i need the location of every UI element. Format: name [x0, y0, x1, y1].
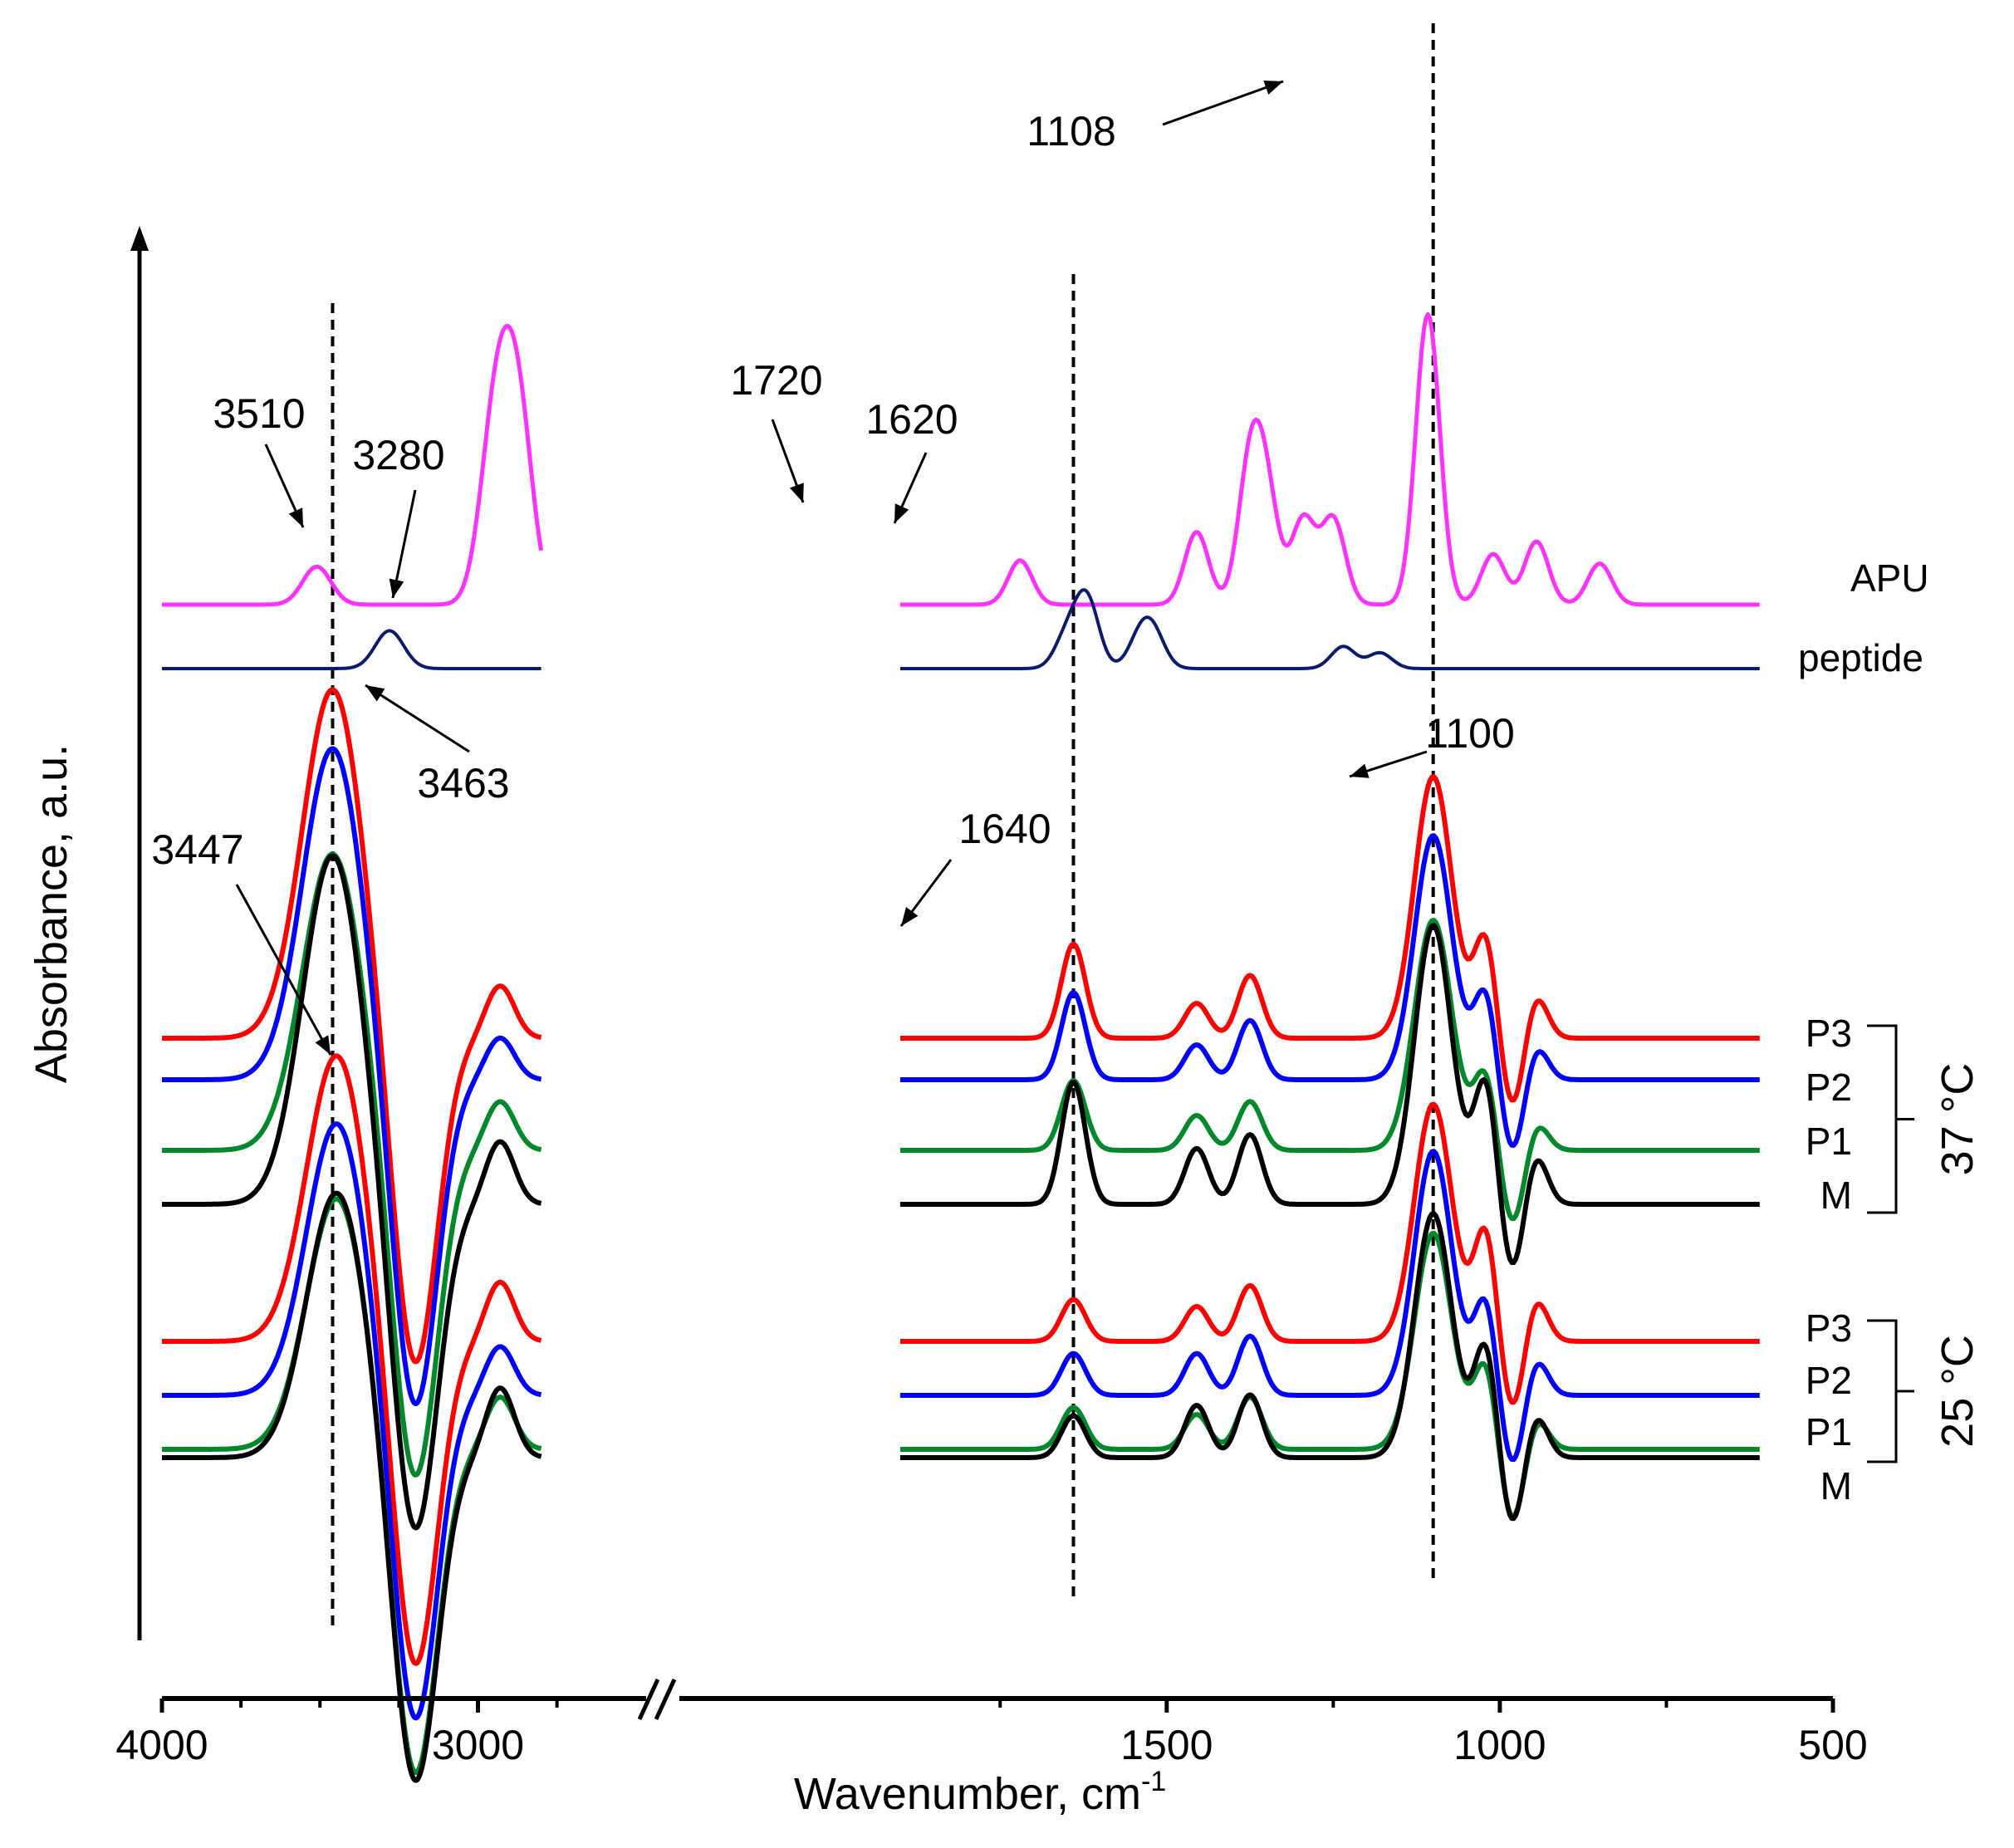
peak-arrowhead-1720 [789, 483, 804, 502]
group-member-label-p3: P3 [1806, 1306, 1852, 1350]
group-member-label-p2: P2 [1806, 1359, 1852, 1402]
x-axis-title-superscript: -1 [1141, 1766, 1166, 1797]
x-axis-title: Wavenumber, cm-1 [794, 1766, 1166, 1819]
peak-label-1720: 1720 [730, 357, 822, 404]
group-member-label-p2: P2 [1806, 1066, 1852, 1109]
peak-arrowhead-1108 [1263, 80, 1283, 95]
label-peptide: peptide [1798, 636, 1923, 679]
peak-arrow-3280 [391, 489, 417, 599]
peak-arrowhead-3463 [365, 685, 385, 702]
group-member-label-m: M [1820, 1174, 1852, 1217]
dashed-reference-lines [331, 23, 1435, 1628]
peak-label-3463: 3463 [417, 760, 509, 806]
x-tick-label-3000: 3000 [432, 1722, 524, 1768]
peak-label-1640: 1640 [958, 806, 1051, 852]
peak-arrow-3447 [235, 884, 332, 1056]
series-labels: APU peptide P3 P2 P1 M 37 °C P3 P2 P1 M 25 °C [1798, 556, 1982, 1507]
spectrum-m-37c-seg2 [899, 923, 1761, 1265]
spectrum-p2-25c-seg1 [160, 1121, 543, 1721]
spectrum-m-37c-seg1 [160, 853, 543, 1531]
group-label: 37 °C [1933, 1063, 1982, 1176]
group-label: 25 °C [1933, 1335, 1982, 1448]
spectrum-p1-25c-seg2 [899, 1230, 1761, 1519]
spectrum-apu-seg2 [899, 311, 1760, 607]
x-tick-label-1500: 1500 [1120, 1722, 1213, 1768]
axes: 4000 3000 1500 1000 500 Absorbance, a.u. Wav… [27, 226, 1868, 1819]
peak-label-3280: 3280 [352, 432, 444, 478]
spectrum-p3-37c-seg2 [899, 774, 1761, 1103]
x-axis-title-text: Wavenumber, cm [794, 1769, 1141, 1819]
peak-label-1620: 1620 [865, 396, 958, 443]
peak-arrowhead-1620 [894, 503, 909, 523]
peak-arrowhead-3510 [288, 507, 303, 527]
spectrum-p1-25c-seg1 [160, 1196, 543, 1776]
y-axis-title: Absorbance, a.u. [27, 744, 76, 1083]
y-axis-arrowhead [130, 226, 149, 251]
x-tick-label-4000: 4000 [115, 1722, 208, 1768]
x-tick-label-500: 500 [1798, 1722, 1867, 1768]
peak-arrowhead-3280 [389, 578, 404, 598]
peak-label-3447: 3447 [151, 826, 243, 873]
spectra-series [160, 311, 1761, 1783]
spectrum-m-25c-seg1 [160, 1190, 543, 1783]
peak-arrowhead-1100 [1350, 763, 1370, 778]
peak-label-1100: 1100 [1425, 710, 1515, 757]
spectrum-peptide-seg2 [899, 588, 1760, 670]
spectrum-p2-37c-seg1 [160, 746, 543, 1406]
peak-arrowhead-1640 [901, 907, 919, 926]
x-axis-ticks: 4000 3000 1500 1000 500 [115, 1698, 1868, 1768]
x-axis-break-marker [637, 1678, 677, 1721]
x-tick-label-1000: 1000 [1453, 1722, 1546, 1768]
spectrum-p3-37c-seg1 [160, 687, 543, 1365]
peak-label-1108: 1108 [1027, 108, 1116, 154]
spectrum-p3-25c-seg1 [160, 1053, 543, 1666]
spectrum-p3-25c-seg2 [899, 1101, 1761, 1405]
group-member-label-m: M [1820, 1464, 1852, 1507]
spectrum-p1-37c-seg2 [899, 918, 1761, 1222]
group-member-label-p1: P1 [1806, 1120, 1852, 1163]
spectrum-apu-seg1 [160, 324, 544, 607]
spectrum-p2-25c-seg2 [899, 1149, 1761, 1463]
spectrum-p2-37c-seg2 [899, 833, 1761, 1148]
peak-arrowhead-3447 [315, 1035, 331, 1055]
group-bracket [1867, 1319, 1898, 1463]
group-member-label-p1: P1 [1806, 1410, 1852, 1453]
group-member-label-p3: P3 [1806, 1012, 1852, 1055]
peak-arrow-1108 [1162, 80, 1284, 126]
peak-label-3510: 3510 [213, 390, 305, 437]
peak-annotations: 1108 3510 3280 1720 1620 3463 1100 1640 3447 [151, 80, 1515, 1056]
spectrum-peptide-seg1 [161, 629, 542, 670]
group-bracket [1867, 1024, 1898, 1214]
label-apu: APU [1850, 556, 1929, 600]
spectrum-m-25c-seg2 [899, 1211, 1761, 1522]
peak-arrow-3463 [365, 684, 470, 753]
